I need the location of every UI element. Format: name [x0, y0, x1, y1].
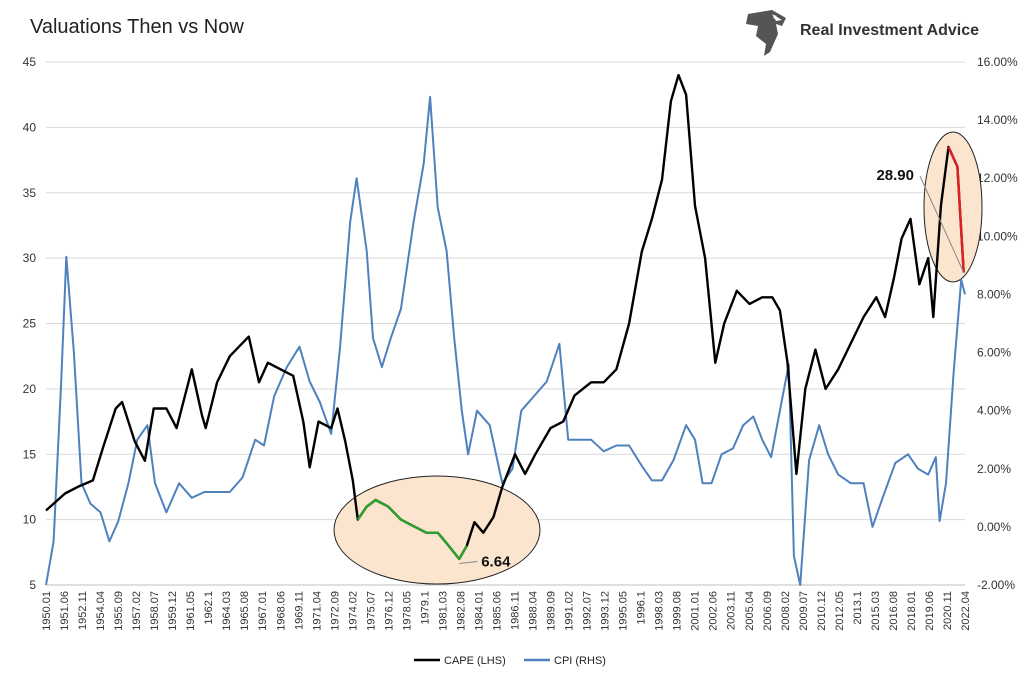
eagle-logo-icon	[746, 10, 786, 56]
x-tick-label: 1972.09	[329, 591, 341, 631]
legend-label-cape: CAPE (LHS)	[444, 655, 506, 667]
x-tick-label: 1976.12	[383, 591, 395, 631]
right-tick-label: 8.00%	[977, 287, 1011, 301]
x-tick-label: 1951.06	[59, 591, 71, 631]
x-tick-label: 2022.04	[960, 591, 972, 631]
x-tick-label: 1984.01	[473, 591, 485, 631]
x-tick-label: 1999.08	[672, 591, 684, 631]
x-tick-label: 1971.04	[311, 591, 323, 631]
x-tick-label: 2008.02	[780, 591, 792, 631]
left-tick-label: 25	[23, 317, 37, 331]
annotation-low-label: 6.64	[481, 554, 511, 571]
x-tick-label: 1991.02	[564, 591, 576, 631]
chart-title: Valuations Then vs Now	[30, 16, 244, 38]
x-tick-label: 2001.01	[690, 591, 702, 631]
right-tick-label: 14.00%	[977, 113, 1018, 127]
right-tick-label: 12.00%	[977, 171, 1018, 185]
right-tick-label: 4.00%	[977, 404, 1011, 418]
left-tick-label: 5	[29, 578, 36, 592]
x-tick-label: 2009.07	[798, 591, 810, 631]
left-tick-label: 20	[23, 382, 37, 396]
x-tick-label: 1996.1	[636, 591, 648, 625]
x-tick-label: 2010.12	[816, 591, 828, 631]
x-tick-label: 1995.05	[618, 591, 630, 631]
x-tick-label: 1967.01	[257, 591, 269, 631]
x-tick-label: 1954.04	[95, 591, 107, 631]
x-tick-label: 1993.12	[600, 591, 612, 631]
x-tick-label: 2019.06	[924, 591, 936, 631]
left-tick-label: 30	[23, 251, 37, 265]
series-cpi-rhs	[45, 95, 966, 586]
x-tick-label: 1975.07	[365, 591, 377, 631]
annotation-leader	[919, 175, 965, 273]
x-tick-label: 1988.04	[528, 591, 540, 631]
left-tick-label: 10	[23, 513, 37, 527]
left-tick-label: 40	[23, 120, 37, 134]
right-tick-label: 6.00%	[977, 346, 1011, 360]
x-tick-label: 2016.08	[888, 591, 900, 631]
low-valuation-ellipse	[333, 475, 541, 585]
annotation-leader	[459, 561, 478, 565]
x-tick-label: 1998.03	[654, 591, 666, 631]
x-tick-label: 1969.11	[293, 591, 305, 630]
x-tick-label: 1961.05	[185, 591, 197, 631]
x-tick-label: 1955.09	[113, 591, 125, 631]
x-tick-label: 2002.06	[708, 591, 720, 631]
x-tick-label: 1957.02	[131, 591, 143, 631]
annotations: 6.64 28.90	[459, 167, 965, 571]
series-cape-lhs	[45, 73, 965, 561]
x-tick-label: 1958.07	[149, 591, 161, 631]
left-tick-label: 15	[23, 447, 37, 461]
x-tick-label: 2013.1	[852, 591, 864, 625]
brand-name: Real Investment Advice	[800, 22, 980, 39]
x-tick-label: 1981.03	[437, 591, 449, 631]
right-tick-label: 10.00%	[977, 229, 1018, 243]
x-tick-label: 1959.12	[167, 591, 179, 631]
x-tick-label: 1985.06	[491, 591, 503, 631]
x-tick-label: 2006.09	[762, 591, 774, 631]
x-tick-label: 1979.1	[419, 591, 431, 625]
x-tick-label: 2005.04	[744, 591, 756, 631]
x-tick-label: 1952.11	[77, 591, 89, 630]
left-tick-label: 45	[23, 55, 37, 69]
x-tick-label: 1965.08	[239, 591, 251, 631]
left-axis: 45 40 35 30 25 20 15 10 5	[23, 55, 37, 592]
legend: CAPE (LHS) CPI (RHS)	[414, 655, 606, 667]
right-tick-label: 2.00%	[977, 462, 1011, 476]
series	[45, 73, 966, 586]
legend-label-cpi: CPI (RHS)	[554, 655, 606, 667]
x-tick-label: 1982.08	[455, 591, 467, 631]
x-tick-label: 1974.02	[347, 591, 359, 631]
x-tick-label: 2018.01	[906, 591, 918, 631]
x-axis: 1950.01 1951.06 1952.11 1954.04 1955.09 1957.…	[41, 584, 972, 631]
series-cape-highlight-recent	[947, 146, 965, 273]
x-tick-label: 1986.11	[510, 591, 522, 630]
right-tick-label: 16.00%	[977, 55, 1018, 69]
x-tick-label: 1950.01	[41, 591, 53, 631]
x-tick-label: 1962.1	[203, 591, 215, 625]
x-tick-label: 2003.11	[726, 591, 738, 630]
x-tick-label: 2020.11	[942, 591, 954, 630]
right-tick-label: 0.00%	[977, 520, 1011, 534]
x-tick-label: 1968.06	[275, 591, 287, 631]
x-tick-label: 1964.03	[221, 591, 233, 631]
x-tick-label: 2015.03	[870, 591, 882, 631]
left-tick-label: 35	[23, 186, 37, 200]
x-tick-label: 1989.09	[546, 591, 558, 631]
right-tick-label: -2.00%	[977, 578, 1015, 592]
series-cape-highlight-low	[356, 498, 468, 561]
annotation-current-label: 28.90	[876, 167, 914, 184]
brand: Real Investment Advice	[742, 8, 1002, 58]
right-axis: 16.00% 14.00% 12.00% 10.00% 8.00% 6.00% 4.00% 2…	[977, 55, 1018, 592]
x-tick-label: 1992.07	[582, 591, 594, 631]
x-tick-label: 2012.05	[834, 591, 846, 631]
x-tick-label: 1978.05	[401, 591, 413, 631]
